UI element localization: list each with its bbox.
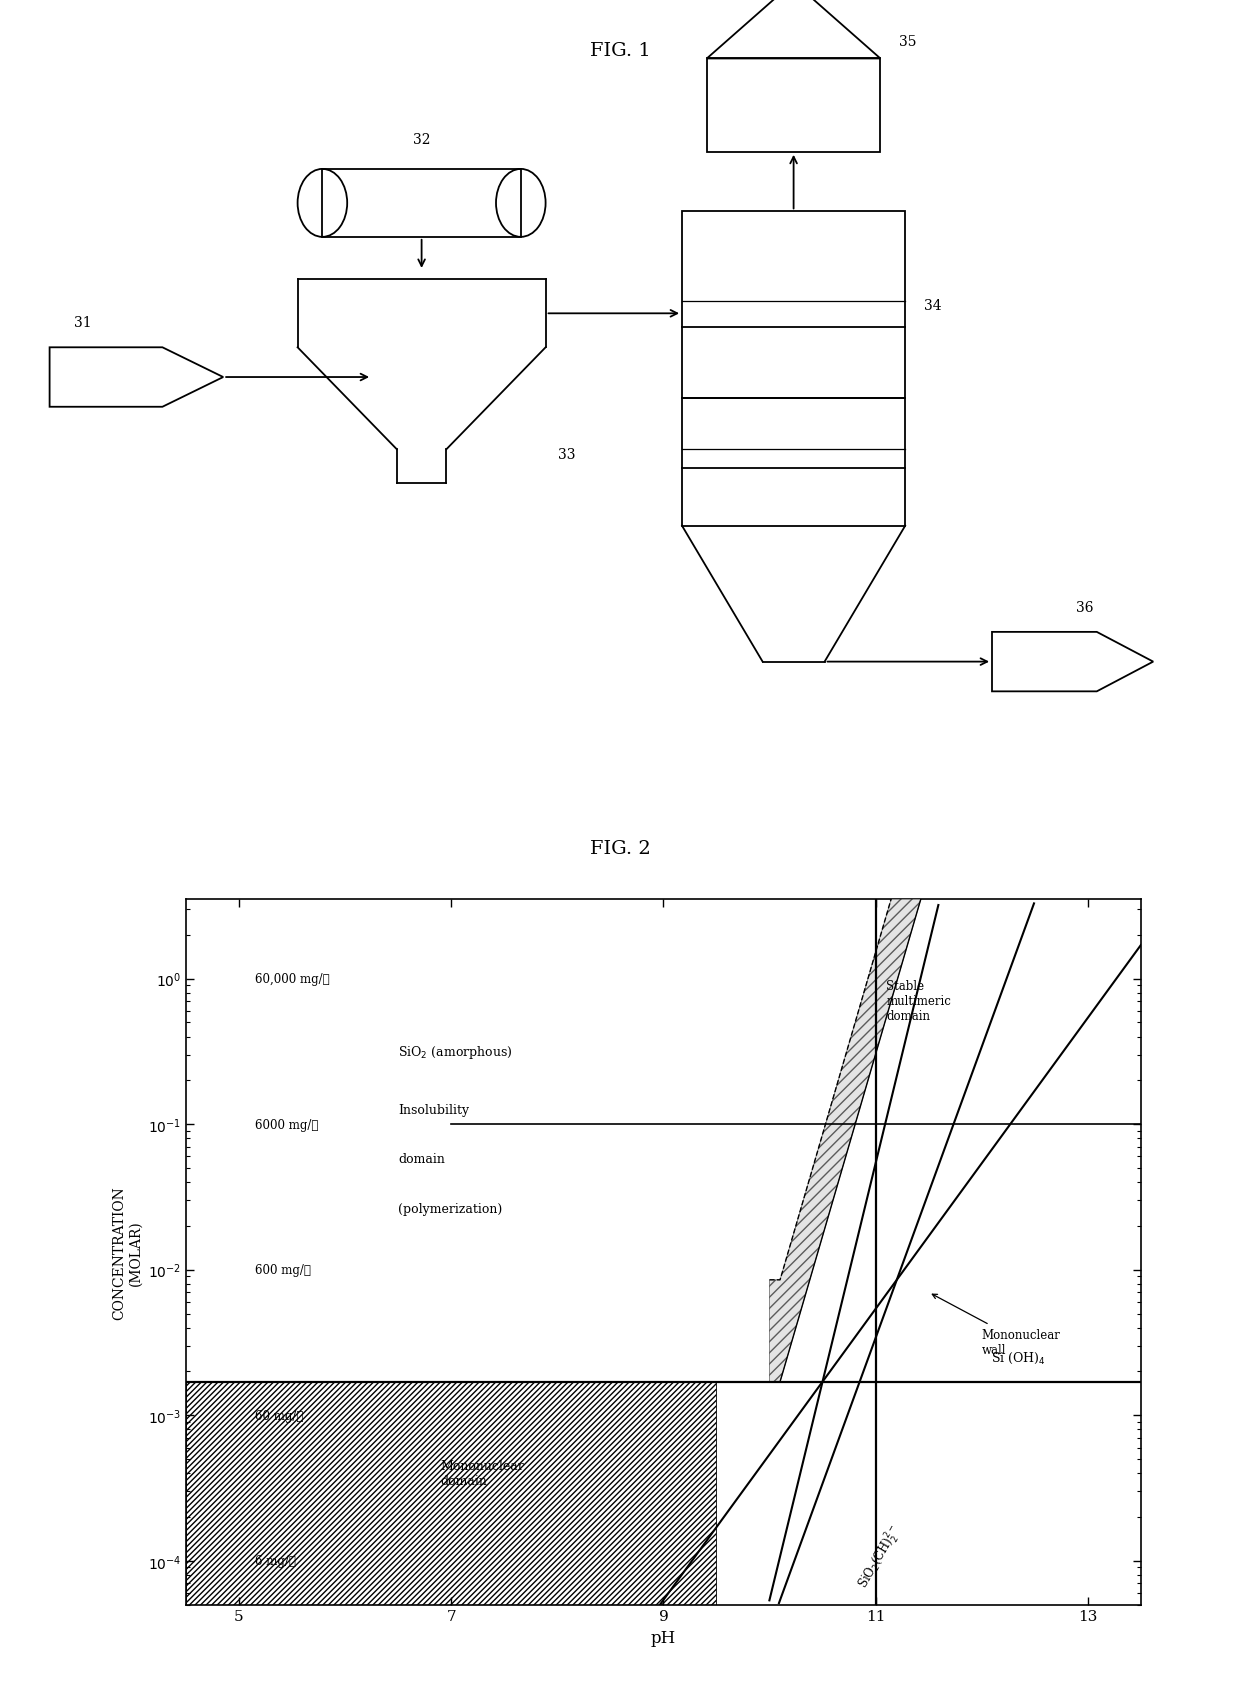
Text: 33: 33 [558, 448, 575, 462]
Text: SiO$_2$(CH)$_2^{2-}$: SiO$_2$(CH)$_2^{2-}$ [854, 1521, 906, 1593]
Text: 600 mg/ℓ: 600 mg/ℓ [255, 1263, 311, 1277]
Text: SiO$_2$ (amorphous): SiO$_2$ (amorphous) [398, 1043, 512, 1060]
Text: 31: 31 [74, 316, 92, 329]
Text: FIG. 2: FIG. 2 [590, 839, 650, 857]
Text: 36: 36 [1076, 601, 1094, 615]
Text: 6000 mg/ℓ: 6000 mg/ℓ [255, 1117, 319, 1131]
Text: Stable
multimeric
domain: Stable multimeric domain [887, 980, 951, 1022]
Text: Si (OH)$_4$: Si (OH)$_4$ [991, 1350, 1045, 1365]
Y-axis label: CONCENTRATION
(MOLAR): CONCENTRATION (MOLAR) [112, 1185, 143, 1319]
Text: domain: domain [398, 1153, 445, 1165]
Bar [186, 1382, 717, 1605]
Bar [707, 59, 880, 153]
X-axis label: pH: pH [651, 1628, 676, 1645]
Bar [322, 170, 521, 238]
Text: Insolubility: Insolubility [398, 1104, 469, 1116]
Text: Mononuclear
domain: Mononuclear domain [440, 1459, 525, 1487]
Text: 6 mg/ℓ: 6 mg/ℓ [255, 1554, 296, 1567]
Text: 60,000 mg/ℓ: 60,000 mg/ℓ [255, 973, 330, 985]
Text: 32: 32 [413, 134, 430, 148]
Text: 35: 35 [899, 36, 916, 49]
Bar [682, 399, 905, 526]
Text: Mononuclear
wall: Mononuclear wall [932, 1294, 1060, 1355]
Text: (polymerization): (polymerization) [398, 1202, 502, 1216]
Text: FIG. 1: FIG. 1 [590, 42, 650, 59]
Text: 60 mg/ℓ: 60 mg/ℓ [255, 1409, 304, 1421]
Text: 34: 34 [924, 299, 941, 312]
Bar [682, 212, 905, 399]
